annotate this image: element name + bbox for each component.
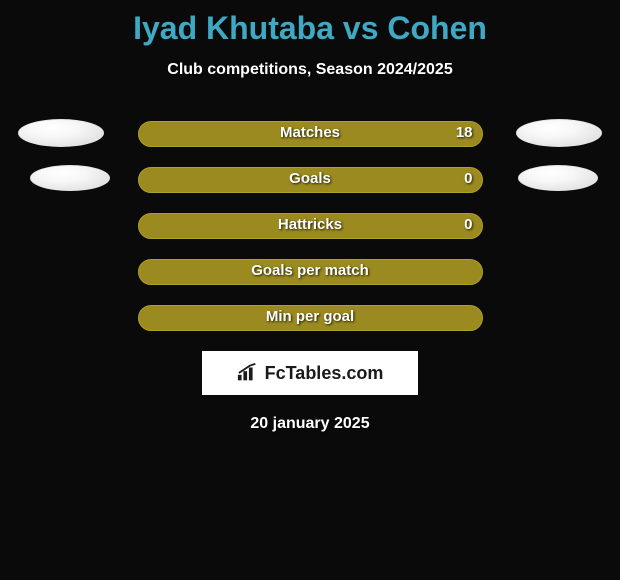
subtitle: Club competitions, Season 2024/2025 — [0, 61, 620, 79]
photo-placeholder-left-2 — [30, 165, 110, 191]
stat-label: Goals per match — [138, 262, 483, 279]
chart-icon — [237, 363, 259, 383]
stat-value: 0 — [464, 170, 472, 187]
stat-label: Min per goal — [138, 308, 483, 325]
stat-row-goals-per-match: Goals per match — [138, 259, 483, 285]
stats-container: Matches 18 Goals 0 Hattricks 0 Goals per… — [0, 121, 620, 331]
stat-row-hattricks: Hattricks 0 — [138, 213, 483, 239]
stat-label: Matches — [138, 124, 483, 141]
site-logo: FcTables.com — [202, 351, 418, 395]
photo-placeholder-left-1 — [18, 119, 104, 147]
page-title: Iyad Khutaba vs Cohen — [0, 0, 620, 47]
logo-text: FcTables.com — [265, 363, 384, 384]
stat-value: 18 — [456, 124, 473, 141]
stat-row-goals: Goals 0 — [138, 167, 483, 193]
date-text: 20 january 2025 — [0, 415, 620, 433]
stat-row-min-per-goal: Min per goal — [138, 305, 483, 331]
photo-placeholder-right-2 — [518, 165, 598, 191]
stat-value: 0 — [464, 216, 472, 233]
stat-row-matches: Matches 18 — [138, 121, 483, 147]
stat-label: Hattricks — [138, 216, 483, 233]
photo-placeholder-right-1 — [516, 119, 602, 147]
stat-label: Goals — [138, 170, 483, 187]
